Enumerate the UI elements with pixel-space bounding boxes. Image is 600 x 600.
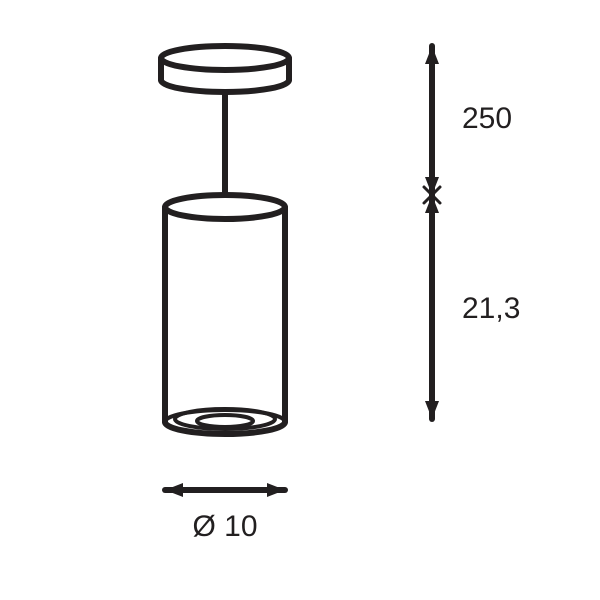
dimension-cable-length: 250	[462, 102, 512, 135]
dimension-diameter: Ø 10	[192, 510, 257, 543]
pendant-lamp-dimension-diagram: 250 21,3 Ø 10	[0, 0, 600, 600]
dimension-body-height: 21,3	[462, 292, 520, 325]
